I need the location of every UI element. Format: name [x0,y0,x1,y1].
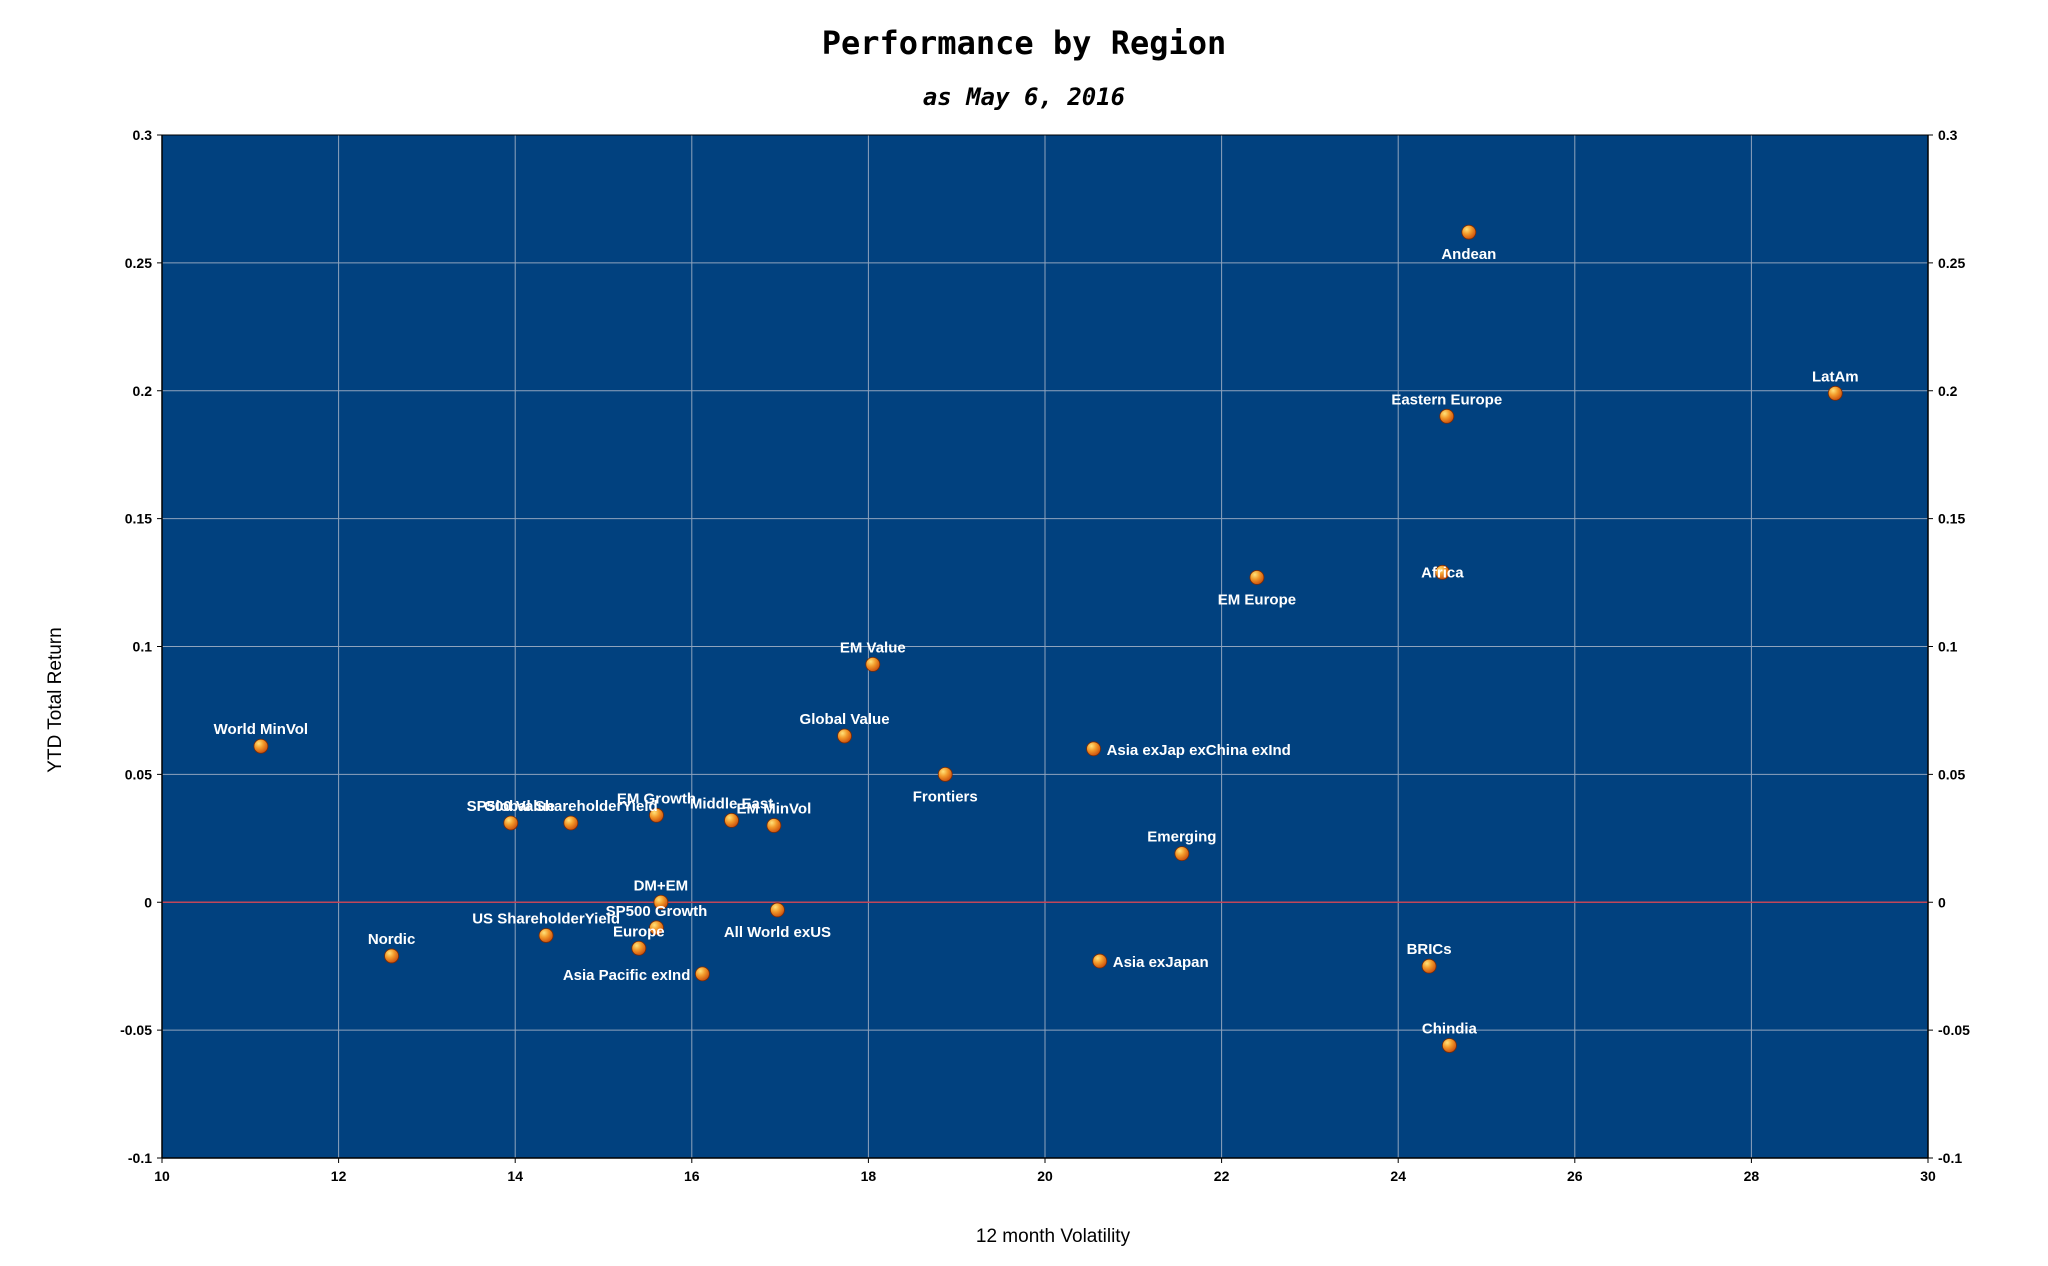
y2-tick-label: 0.15 [1938,511,1965,527]
data-point-label: Frontiers [913,788,978,805]
data-point [503,815,519,831]
x-tick-label: 18 [861,1168,877,1184]
data-point-label: Nordic [368,931,416,948]
y-tick-label: 0.05 [125,766,152,782]
data-point-label: LatAm [1812,368,1859,385]
data-point-label: Africa [1421,564,1464,581]
data-point [538,928,554,943]
data-point [1827,385,1843,401]
data-point-label: EM Europe [1218,591,1296,608]
data-point-label: Asia exJapan [1113,954,1209,971]
y2-tick-label: 0.1 [1938,639,1958,655]
data-point [837,728,852,744]
data-point-label: SP500 Growth [606,903,708,920]
y-tick-label: -0.05 [120,1022,152,1038]
x-tick-label: 26 [1567,1168,1583,1184]
data-point [649,920,664,936]
y2-tick-label: 0.2 [1938,383,1958,399]
data-point-label: EM Growth [617,790,696,807]
data-point-label: Europe [613,923,665,940]
x-tick-label: 12 [331,1168,347,1184]
data-point [649,807,664,823]
data-point-label: Middle East [690,795,773,812]
axis-ticks: 10 12 14 16 18 20 22 24 26 28 30-0.1 -0.1-0.05 -0.05… [120,127,1970,1184]
x-tick-label: 28 [1744,1168,1760,1184]
data-point [253,738,269,754]
data-point [384,948,399,964]
data-point-label: Global ShareholderYield [484,798,658,815]
data-point [724,813,739,828]
x-tick-label: 10 [154,1168,170,1184]
data-point [1442,1038,1457,1053]
y-tick-label: 0 [144,894,152,910]
data-point-label: SP500 Value [467,798,555,815]
data-point-label: US ShareholderYield [472,910,620,927]
x-tick-label: 22 [1214,1168,1230,1184]
data-point [766,818,782,833]
data-points: Andean LatAm Eastern Europe Africa EM Europe… [214,224,1859,1053]
data-point [1421,958,1437,974]
y2-tick-label: 0 [1938,894,1946,910]
data-point [1434,564,1450,580]
grid-lines [162,135,1928,1158]
chart-title: Performance by Region [821,24,1227,62]
x-axis-label: 12 month Volatility [976,1226,1131,1247]
data-point [1092,953,1108,969]
data-point [1249,570,1265,585]
data-point-label: Global Value [800,711,890,728]
data-point-label: All World exUS [724,924,831,941]
data-point [563,815,579,831]
data-point [1439,408,1455,424]
data-point [1461,224,1477,240]
x-tick-label: 16 [684,1168,700,1184]
x-tick-label: 24 [1390,1168,1406,1184]
y2-tick-label: -0.1 [1938,1150,1962,1166]
y-tick-label: -0.1 [128,1150,152,1166]
y-tick-label: 0.2 [133,383,153,399]
data-point-label: BRICs [1407,941,1452,958]
data-point [770,902,785,918]
chart-subtitle: as May 6, 2016 [922,83,1126,111]
data-point-label: Andean [1441,246,1496,263]
x-tick-label: 30 [1920,1168,1936,1184]
data-point [1174,846,1190,862]
x-tick-label: 14 [507,1168,523,1184]
data-point-label: EM MinVol [737,801,812,818]
y-tick-label: 0.15 [125,511,152,527]
data-point-label: World MinVol [214,721,308,738]
y-tick-label: 0.3 [133,127,153,143]
y-tick-label: 0.1 [133,639,153,655]
y-tick-label: 0.25 [125,255,152,271]
data-point [865,657,881,672]
data-point-label: Chindia [1422,1020,1478,1037]
data-point [694,966,710,982]
y2-tick-label: 0.05 [1938,766,1965,782]
data-point-label: Asia Pacific exInd [563,967,691,984]
data-point-label: Eastern Europe [1391,391,1502,408]
data-point-label: Emerging [1147,829,1216,846]
data-point [653,894,669,910]
y2-tick-label: -0.05 [1938,1022,1970,1038]
y2-tick-label: 0.3 [1938,127,1958,143]
data-point-label: DM+EM [634,877,689,894]
data-point-label: EM Value [840,639,906,656]
x-tick-label: 20 [1037,1168,1053,1184]
y2-tick-label: 0.25 [1938,255,1965,271]
data-point [631,940,647,956]
y-axis-label: YTD Total Return [45,627,66,772]
data-point [937,766,953,782]
data-point-label: Asia exJap exChina exInd [1107,742,1291,759]
data-point [1086,741,1101,757]
